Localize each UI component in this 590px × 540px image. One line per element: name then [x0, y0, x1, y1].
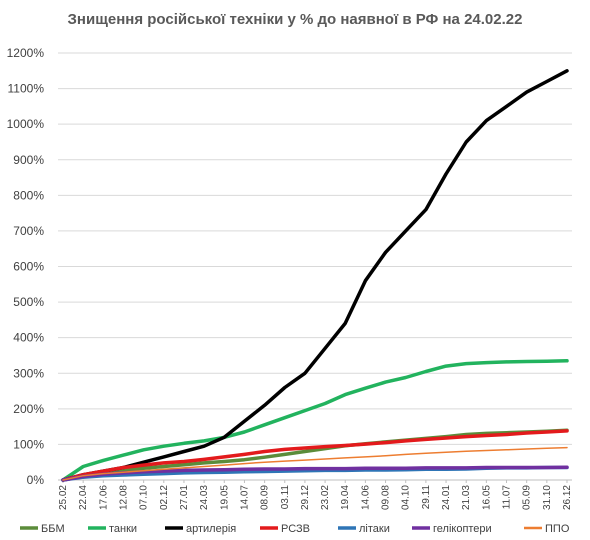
y-tick-label: 1100%	[8, 82, 45, 96]
x-tick-label: 31.10	[542, 485, 553, 510]
legend-label: гелікоптери	[433, 523, 492, 535]
series-line	[61, 359, 569, 482]
y-tick-label: 600%	[13, 260, 44, 274]
x-tick-label: 19.05	[219, 485, 230, 510]
legend-label: ППО	[545, 523, 570, 535]
legend-label: ББМ	[41, 523, 65, 535]
chart-title: Знищення російської техніки у % до наявн…	[67, 11, 523, 28]
x-tick-label: 14.06	[360, 485, 371, 510]
y-tick-label: 900%	[13, 153, 44, 167]
y-tick-label: 1200%	[7, 46, 45, 60]
x-tick-label: 16.05	[481, 485, 492, 510]
x-tick-label: 27.01	[179, 485, 190, 510]
x-tick-label: 11.07	[502, 485, 513, 510]
series-line	[61, 465, 569, 482]
x-tick-label: 14.07	[239, 485, 250, 510]
x-tick-label: 09.08	[381, 485, 392, 510]
x-tick-label: 24.01	[441, 485, 452, 510]
y-tick-label: 400%	[13, 331, 44, 345]
x-tick-label: 23.02	[320, 485, 331, 510]
y-tick-label: 700%	[13, 224, 44, 238]
x-tick-label: 08.09	[260, 485, 271, 510]
y-tick-label: 0%	[27, 473, 45, 487]
x-tick-label: 03.11	[280, 485, 291, 510]
legend-label: літаки	[359, 523, 390, 535]
legend-label: РСЗВ	[281, 523, 310, 535]
legend-label: артилерія	[186, 523, 236, 535]
x-tick-label: 29.11	[421, 485, 432, 510]
x-tick-label: 19.04	[340, 485, 351, 510]
x-tick-label: 07.10	[139, 485, 150, 510]
x-tick-label: 24.03	[199, 485, 210, 510]
series-line	[61, 429, 569, 482]
y-tick-label: 1000%	[7, 117, 45, 131]
legend-label: танки	[109, 523, 137, 535]
y-tick-label: 500%	[13, 295, 44, 309]
x-tick-label: 21.03	[461, 485, 472, 510]
x-tick-label: 29.12	[300, 485, 311, 510]
series-line	[61, 428, 569, 482]
series-line	[62, 446, 568, 481]
y-tick-label: 300%	[13, 366, 44, 380]
x-tick-label: 02.12	[159, 485, 170, 510]
x-tick-label: 05.09	[522, 485, 533, 510]
x-tick-label: 26.12	[562, 485, 573, 510]
x-tick-label: 22.04	[78, 485, 89, 510]
y-tick-label: 800%	[13, 188, 44, 202]
y-tick-label: 100%	[13, 437, 44, 451]
x-tick-label: 17.06	[98, 485, 109, 510]
y-tick-label: 200%	[13, 402, 44, 416]
x-tick-label: 25.02	[58, 485, 69, 510]
x-tick-label: 04.10	[401, 485, 412, 510]
series-line	[61, 69, 569, 482]
x-tick-label: 12.08	[118, 485, 129, 510]
